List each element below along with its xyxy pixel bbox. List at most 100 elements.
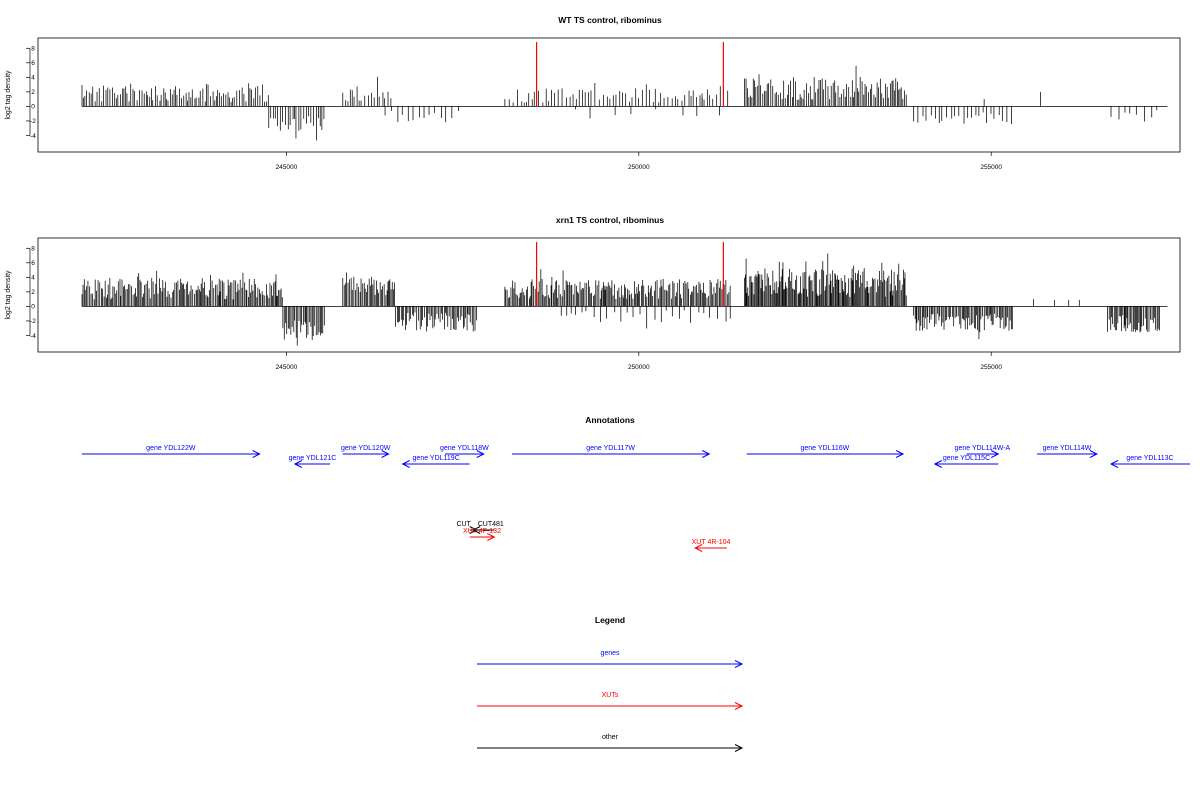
feature-label: CUT	[456, 521, 471, 528]
feature-gene-ydl114w: gene YDL114W	[1037, 445, 1099, 458]
feature-label: gene YDL113C	[1126, 455, 1173, 462]
feature-gene-ydl113c: gene YDL113C	[1109, 455, 1190, 468]
legend-item-genes: genes	[477, 650, 744, 668]
arrow-head	[401, 460, 410, 468]
arrow-head	[476, 450, 485, 458]
signal-bars	[81, 253, 1160, 346]
legend-panel: Legend genes XUTs other	[477, 615, 744, 752]
legend-label: XUTs	[602, 692, 619, 699]
feature-xut-4r-104: XUT 4R-104	[692, 539, 731, 552]
y-tick-label: -4	[30, 133, 36, 140]
y-tick-label: 4	[31, 275, 35, 282]
feature-label: gene YDL122W	[146, 445, 196, 452]
legend-label: genes	[600, 650, 620, 657]
legend-arrow	[477, 660, 744, 668]
annotations-title: Annotations	[585, 415, 635, 425]
track-xrn1: xrn1 TS control, ribominus -4 -2 0 2 4 6 8 log2 …	[5, 215, 1181, 371]
arrow-head	[472, 526, 481, 534]
x-tick-label: 250000	[628, 364, 650, 371]
feature-arrow	[293, 460, 331, 468]
feature-gene-ydl121c: gene YDL121C	[289, 455, 337, 468]
y-tick-label: 2	[31, 289, 35, 296]
arrow-head	[702, 450, 711, 458]
plot-frame	[37, 37, 1181, 153]
y-tick-label: 8	[31, 46, 35, 53]
arrow-head	[293, 460, 303, 468]
feature-gene-ydl122w: gene YDL122W	[82, 445, 261, 458]
feature-arrow	[933, 460, 999, 468]
feature-arrow	[469, 533, 496, 541]
y-tick-label: 4	[31, 75, 35, 82]
arrow-head	[895, 450, 905, 458]
y-tick-label: 6	[31, 260, 35, 267]
arrow-head	[734, 660, 744, 668]
legend-title: Legend	[595, 615, 625, 625]
signal-bars	[81, 65, 1158, 141]
feature-gene-ydl120w: gene YDL120W	[341, 445, 391, 458]
feature-arrow	[511, 450, 711, 458]
legend-arrow	[477, 744, 744, 752]
feature-label: gene YDL118W	[440, 445, 489, 452]
feature-cut481: CUT481	[472, 521, 504, 534]
y-tick-label: 0	[31, 104, 35, 111]
feature-arrow	[1037, 450, 1099, 458]
feature-arrow	[746, 450, 905, 458]
y-tick-label: -2	[30, 318, 36, 325]
x-tick-label: 255000	[980, 164, 1002, 171]
y-tick-label: 0	[31, 304, 35, 311]
feature-arrow	[342, 450, 390, 458]
feature-arrow	[1109, 460, 1190, 468]
feature-label: gene YDL119C	[413, 455, 460, 462]
feature-label: gene YDL120W	[341, 445, 391, 452]
y-tick-label: -4	[30, 333, 36, 340]
feature-arrow	[472, 526, 495, 534]
arrow-head	[252, 450, 261, 458]
feature-label: gene YDL115C	[943, 455, 990, 462]
feature-label: gene YDL114W-A	[955, 445, 1011, 452]
annotations-panel: Annotations gene YDL122W gene YDL121C gene …	[82, 415, 1190, 552]
x-tick-label: 250000	[628, 164, 650, 171]
arrow-head	[694, 544, 703, 552]
feature-label: gene YDL121C	[289, 455, 337, 462]
y-tick-label: 6	[31, 60, 35, 67]
arrow-head	[1089, 450, 1099, 458]
legend-item-xuts: XUTs	[477, 692, 744, 710]
track-wt: WT TS control, ribominus -4 -2 0 2 4 6 8 log2 ta…	[5, 15, 1181, 171]
feature-label: CUT481	[478, 521, 504, 528]
feature-xut-4f-132: XUT 4F-132	[463, 528, 501, 541]
feature-arrow	[82, 450, 261, 458]
feature-arrow	[444, 450, 485, 458]
feature-label: gene YDL117W	[586, 445, 635, 452]
feature-gene-ydl115c: gene YDL115C	[933, 455, 999, 468]
feature-gene-ydl119c: gene YDL119C	[401, 455, 470, 468]
x-tick-label: 245000	[276, 364, 298, 371]
chart-title: xrn1 TS control, ribominus	[556, 215, 664, 225]
feature-arrow	[966, 450, 1000, 458]
feature-label: XUT 4R-104	[692, 539, 731, 546]
feature-gene-ydl117w: gene YDL117W	[511, 445, 711, 458]
arrow-head	[734, 702, 744, 710]
feature-label: XUT 4F-132	[463, 528, 501, 535]
feature-gene-ydl114w-a: gene YDL114W-A	[955, 445, 1011, 458]
arrow-head	[734, 744, 744, 752]
y-tick-label: -2	[30, 118, 36, 125]
arrow-head	[1109, 460, 1119, 468]
plot-frame	[37, 237, 1181, 353]
feature-gene-ydl118w: gene YDL118W	[440, 445, 489, 458]
arrow-head	[991, 450, 1000, 458]
x-tick-label: 255000	[980, 364, 1002, 371]
y-tick-label: 2	[31, 89, 35, 96]
x-tick-label: 245000	[276, 164, 298, 171]
y-axis-label: log2 tag density	[5, 70, 12, 120]
feature-label: gene YDL116W	[800, 445, 849, 452]
feature-arrow	[401, 460, 470, 468]
arrow-head	[487, 533, 496, 541]
feature-label: gene YDL114W	[1043, 445, 1092, 452]
y-tick-label: 8	[31, 246, 35, 253]
legend-arrow	[477, 702, 744, 710]
chart-title: WT TS control, ribominus	[558, 15, 662, 25]
arrow-head	[933, 460, 943, 468]
y-axis-label: log2 tag density	[5, 270, 12, 320]
legend-item-other: other	[477, 734, 744, 752]
